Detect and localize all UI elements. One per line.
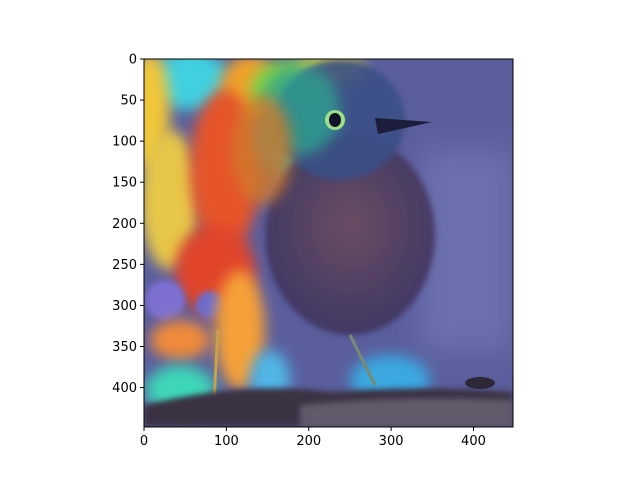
y-tick-label: 400	[112, 381, 137, 396]
photo-heatmap-image	[144, 59, 513, 427]
x-tick-label: 300	[379, 434, 404, 449]
y-tick-label: 50	[120, 94, 137, 109]
y-tick-label: 200	[112, 217, 137, 232]
x-axis: 0 100 200 300 400	[140, 427, 486, 449]
bird	[212, 60, 435, 401]
x-tick-label: 200	[296, 434, 321, 449]
x-tick-label: 400	[461, 434, 486, 449]
y-tick-label: 100	[112, 135, 137, 150]
y-tick-label: 300	[112, 299, 137, 314]
x-tick-label: 100	[214, 434, 239, 449]
y-tick-label: 0	[129, 53, 137, 68]
y-tick-label: 150	[112, 176, 137, 191]
plot-frame	[143, 58, 514, 428]
branch	[144, 377, 513, 427]
y-tick-label: 250	[112, 258, 137, 273]
x-tick-label: 0	[140, 434, 148, 449]
y-tick-label: 350	[112, 340, 137, 355]
y-axis: 0 50 100 150 200 250 300 350 400	[112, 53, 144, 396]
